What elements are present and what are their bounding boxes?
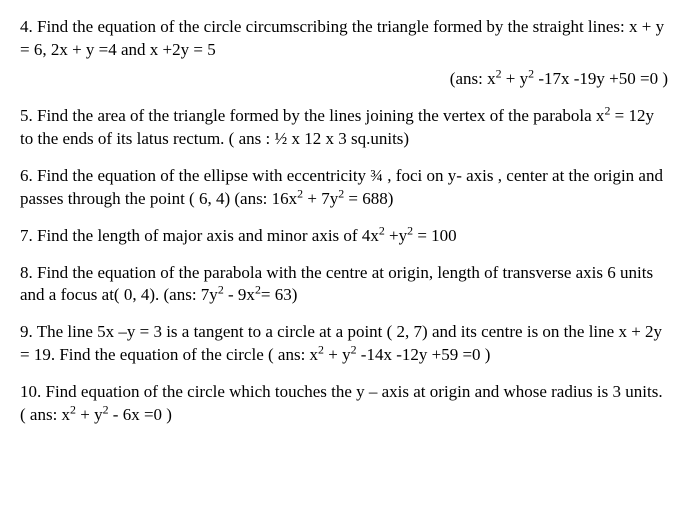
question-10: 10. Find equation of the circle which to… bbox=[20, 381, 668, 427]
question-4: 4. Find the equation of the circle circu… bbox=[20, 16, 668, 91]
question-6-text: 6. Find the equation of the ellipse with… bbox=[20, 166, 663, 208]
question-4-text: 4. Find the equation of the circle circu… bbox=[20, 17, 664, 59]
question-7-text: 7. Find the length of major axis and min… bbox=[20, 226, 457, 245]
question-5-text: 5. Find the area of the triangle formed … bbox=[20, 106, 654, 148]
question-8: 8. Find the equation of the parabola wit… bbox=[20, 262, 668, 308]
question-9-text: 9. The line 5x –y = 3 is a tangent to a … bbox=[20, 322, 662, 364]
question-6: 6. Find the equation of the ellipse with… bbox=[20, 165, 668, 211]
question-8-text: 8. Find the equation of the parabola wit… bbox=[20, 263, 653, 305]
question-7: 7. Find the length of major axis and min… bbox=[20, 225, 668, 248]
question-9: 9. The line 5x –y = 3 is a tangent to a … bbox=[20, 321, 668, 367]
question-4-answer: (ans: x2 + y2 -17x -19y +50 =0 ) bbox=[20, 68, 668, 91]
question-5: 5. Find the area of the triangle formed … bbox=[20, 105, 668, 151]
question-10-text: 10. Find equation of the circle which to… bbox=[20, 382, 663, 424]
